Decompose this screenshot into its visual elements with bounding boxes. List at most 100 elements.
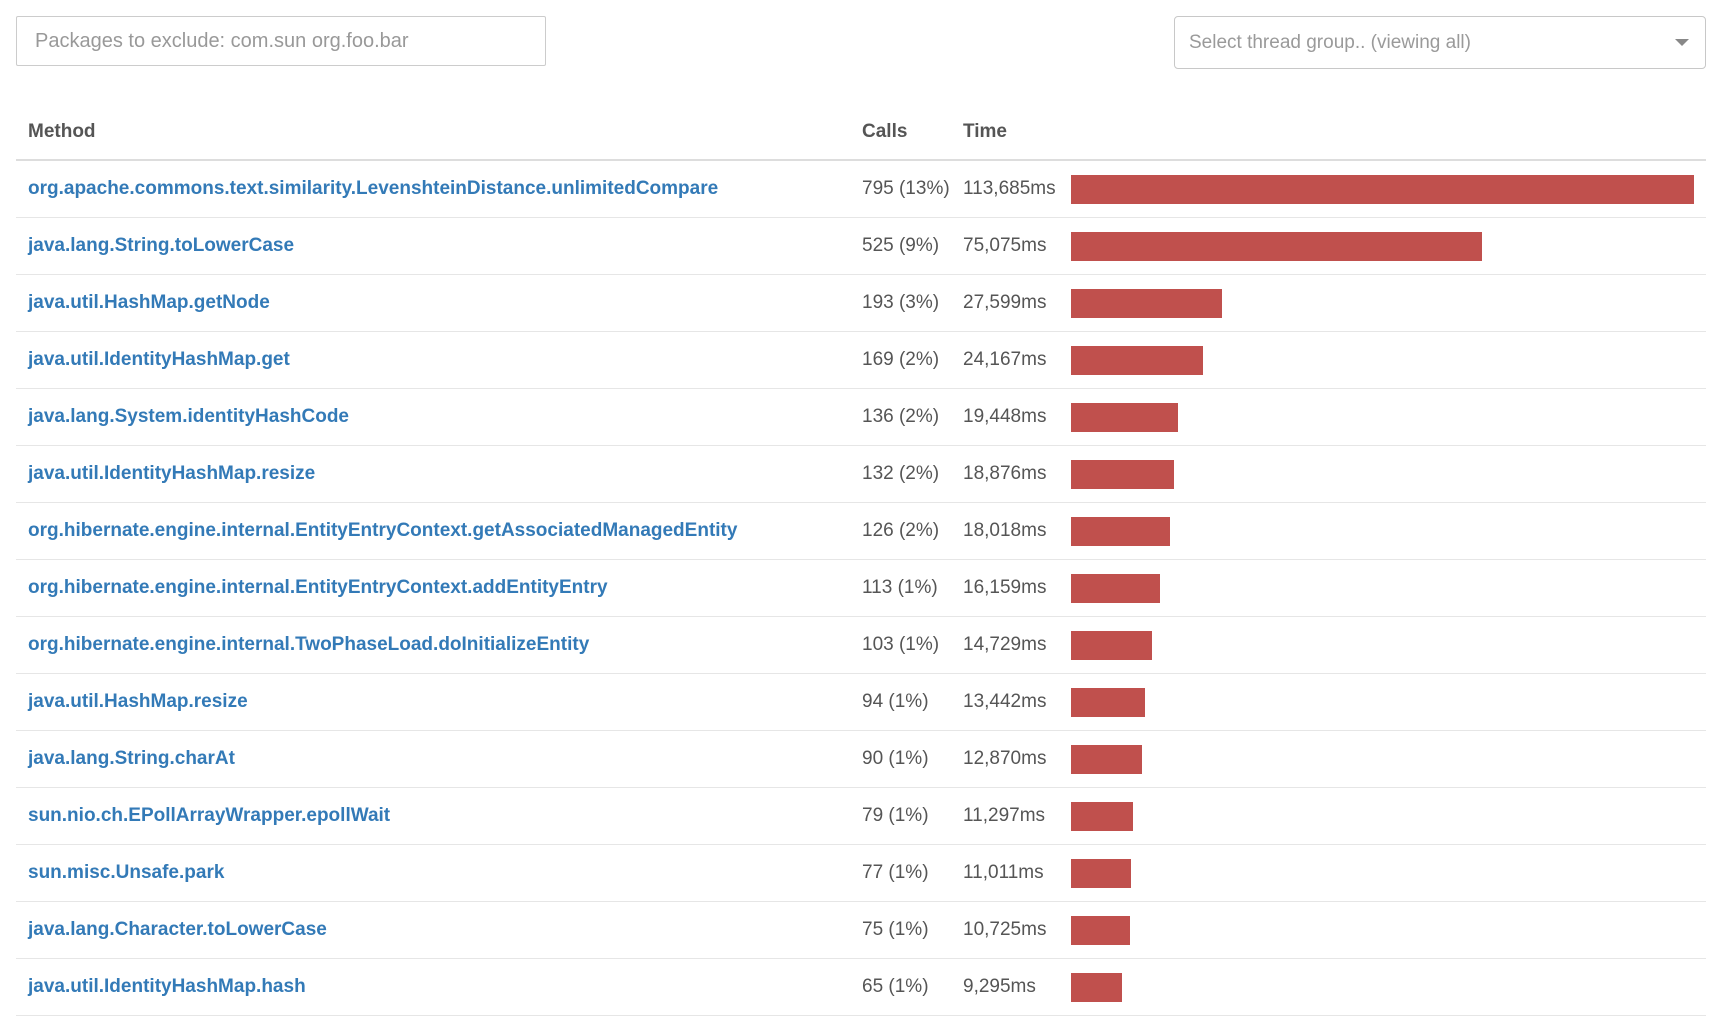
method-link[interactable]: java.util.IdentityHashMap.hash bbox=[28, 976, 306, 997]
method-link[interactable]: org.hibernate.engine.internal.EntityEntr… bbox=[28, 520, 738, 541]
method-cell: java.util.HashMap.resize bbox=[16, 673, 850, 731]
time-bar-cell bbox=[1059, 502, 1706, 560]
method-link[interactable]: org.apache.commons.text.similarity.Leven… bbox=[28, 178, 719, 199]
time-cell: 113,685ms bbox=[951, 160, 1059, 218]
time-bar bbox=[1071, 801, 1133, 831]
method-link[interactable]: sun.nio.ch.EPollArrayWrapper.epollWait bbox=[28, 805, 391, 826]
time-bar bbox=[1071, 573, 1160, 603]
time-bar-cell bbox=[1059, 958, 1706, 1016]
time-bar-cell bbox=[1059, 730, 1706, 788]
method-link[interactable]: java.util.HashMap.resize bbox=[28, 691, 248, 712]
time-bar-cell bbox=[1059, 331, 1706, 389]
time-bar-cell bbox=[1059, 901, 1706, 959]
time-cell: 75,075ms bbox=[951, 217, 1059, 275]
method-cell: sun.misc.Unsafe.park bbox=[16, 844, 850, 902]
time-bar-cell bbox=[1059, 445, 1706, 503]
table-row: org.hibernate.engine.internal.EntityEntr… bbox=[16, 559, 1706, 617]
exclude-packages-input[interactable] bbox=[16, 16, 546, 66]
method-link[interactable]: java.lang.String.charAt bbox=[28, 748, 235, 769]
table-row: sun.nio.ch.EPollArrayWrapper.epollWait 79… bbox=[16, 787, 1706, 845]
method-link[interactable]: java.lang.Character.toLowerCase bbox=[28, 919, 327, 940]
method-link[interactable]: sun.misc.Unsafe.park bbox=[28, 862, 225, 883]
calls-cell: 103 (1%) bbox=[850, 616, 951, 674]
method-cell: java.util.IdentityHashMap.get bbox=[16, 331, 850, 389]
time-bar bbox=[1071, 744, 1142, 774]
method-cell: java.lang.System.identityHashCode bbox=[16, 388, 850, 446]
calls-cell: 132 (2%) bbox=[850, 445, 951, 503]
time-bar bbox=[1071, 687, 1145, 717]
method-cell: org.hibernate.engine.internal.TwoPhaseLo… bbox=[16, 616, 850, 674]
time-bar-cell bbox=[1059, 274, 1706, 332]
calls-cell: 525 (9%) bbox=[850, 217, 951, 275]
method-cell: java.lang.String.toLowerCase bbox=[16, 217, 850, 275]
methods-table: Method Calls Time org.apache.commons.tex… bbox=[16, 105, 1706, 1016]
time-bar-cell bbox=[1059, 844, 1706, 902]
method-link[interactable]: java.util.IdentityHashMap.get bbox=[28, 349, 290, 370]
table-row: org.apache.commons.text.similarity.Leven… bbox=[16, 160, 1706, 218]
table-row: java.lang.Character.toLowerCase 75 (1%) 10… bbox=[16, 901, 1706, 959]
time-bar bbox=[1071, 858, 1132, 888]
time-bar bbox=[1071, 345, 1204, 375]
method-cell: java.util.HashMap.getNode bbox=[16, 274, 850, 332]
method-cell: org.hibernate.engine.internal.EntityEntr… bbox=[16, 559, 850, 617]
table-row: org.hibernate.engine.internal.EntityEntr… bbox=[16, 502, 1706, 560]
time-bar bbox=[1071, 516, 1170, 546]
time-bar-cell bbox=[1059, 217, 1706, 275]
time-bar-cell bbox=[1059, 388, 1706, 446]
column-header-time: Time bbox=[951, 105, 1059, 161]
column-header-calls: Calls bbox=[850, 105, 951, 161]
table-row: java.util.HashMap.getNode 193 (3%) 27,599m… bbox=[16, 274, 1706, 332]
time-bar bbox=[1071, 630, 1152, 660]
method-link[interactable]: java.lang.String.toLowerCase bbox=[28, 235, 295, 256]
time-bar-cell bbox=[1059, 559, 1706, 617]
table-row: java.util.IdentityHashMap.resize 132 (2%)… bbox=[16, 445, 1706, 503]
filter-toolbar: Select thread group.. (viewing all) bbox=[0, 0, 1715, 70]
time-cell: 10,725ms bbox=[951, 901, 1059, 959]
table-row: sun.misc.Unsafe.park 77 (1%) 11,011ms bbox=[16, 844, 1706, 902]
time-cell: 19,448ms bbox=[951, 388, 1059, 446]
calls-cell: 90 (1%) bbox=[850, 730, 951, 788]
method-cell: sun.nio.ch.EPollArrayWrapper.epollWait bbox=[16, 787, 850, 845]
time-cell: 18,018ms bbox=[951, 502, 1059, 560]
table-row: java.util.IdentityHashMap.hash 65 (1%) 9,2… bbox=[16, 958, 1706, 1016]
method-cell: java.util.IdentityHashMap.hash bbox=[16, 958, 850, 1016]
time-bar bbox=[1071, 972, 1122, 1002]
thread-group-select-label: Select thread group.. (viewing all) bbox=[1189, 31, 1471, 53]
method-cell: java.util.IdentityHashMap.resize bbox=[16, 445, 850, 503]
method-link[interactable]: java.util.HashMap.getNode bbox=[28, 292, 270, 313]
table-header-row: Method Calls Time bbox=[16, 105, 1706, 161]
method-link[interactable]: org.hibernate.engine.internal.EntityEntr… bbox=[28, 577, 608, 598]
method-link[interactable]: java.util.IdentityHashMap.resize bbox=[28, 463, 316, 484]
time-cell: 24,167ms bbox=[951, 331, 1059, 389]
method-link[interactable]: java.lang.System.identityHashCode bbox=[28, 406, 349, 427]
calls-cell: 126 (2%) bbox=[850, 502, 951, 560]
time-bar bbox=[1071, 459, 1175, 489]
calls-cell: 94 (1%) bbox=[850, 673, 951, 731]
table-row: org.hibernate.engine.internal.TwoPhaseLo… bbox=[16, 616, 1706, 674]
time-bar bbox=[1071, 915, 1130, 945]
time-cell: 18,876ms bbox=[951, 445, 1059, 503]
calls-cell: 65 (1%) bbox=[850, 958, 951, 1016]
time-bar-cell bbox=[1059, 673, 1706, 731]
table-row: java.util.HashMap.resize 94 (1%) 13,442ms bbox=[16, 673, 1706, 731]
time-bar bbox=[1071, 231, 1483, 261]
calls-cell: 75 (1%) bbox=[850, 901, 951, 959]
time-cell: 14,729ms bbox=[951, 616, 1059, 674]
time-cell: 9,295ms bbox=[951, 958, 1059, 1016]
calls-cell: 77 (1%) bbox=[850, 844, 951, 902]
method-cell: org.apache.commons.text.similarity.Leven… bbox=[16, 160, 850, 218]
time-bar-cell bbox=[1059, 616, 1706, 674]
column-header-bar bbox=[1059, 105, 1706, 161]
table-row: java.lang.System.identityHashCode 136 (2%… bbox=[16, 388, 1706, 446]
methods-table-body: org.apache.commons.text.similarity.Leven… bbox=[16, 160, 1706, 1016]
time-bar-cell bbox=[1059, 787, 1706, 845]
time-bar bbox=[1071, 288, 1223, 318]
column-header-method: Method bbox=[16, 105, 850, 161]
calls-cell: 169 (2%) bbox=[850, 331, 951, 389]
table-row: java.util.IdentityHashMap.get 169 (2%) 24,… bbox=[16, 331, 1706, 389]
method-link[interactable]: org.hibernate.engine.internal.TwoPhaseLo… bbox=[28, 634, 590, 655]
table-row: java.lang.String.charAt 90 (1%) 12,870ms bbox=[16, 730, 1706, 788]
calls-cell: 113 (1%) bbox=[850, 559, 951, 617]
thread-group-select[interactable]: Select thread group.. (viewing all) bbox=[1174, 16, 1706, 69]
calls-cell: 795 (13%) bbox=[850, 160, 951, 218]
